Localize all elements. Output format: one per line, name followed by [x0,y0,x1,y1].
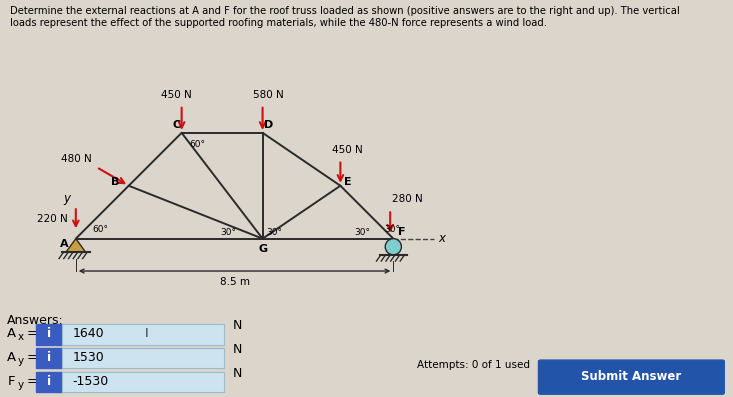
Text: 60°: 60° [189,139,205,148]
Text: B: B [111,177,119,187]
Text: N: N [232,343,242,356]
Text: A: A [7,351,16,364]
Text: =: = [27,327,38,340]
Text: 1530: 1530 [73,351,104,364]
FancyBboxPatch shape [36,324,62,345]
Text: G: G [258,244,267,254]
Text: 8.5 m: 8.5 m [220,277,249,287]
Text: 480 N: 480 N [61,154,92,164]
Text: i: i [47,375,51,388]
FancyBboxPatch shape [62,348,224,368]
Text: F: F [7,375,15,387]
Text: 60°: 60° [92,225,108,234]
Text: A: A [7,327,16,340]
Text: =: = [27,351,38,364]
Polygon shape [66,239,86,252]
FancyBboxPatch shape [36,372,62,392]
Text: I: I [145,328,149,340]
Text: 1640: 1640 [73,328,104,340]
Text: N: N [232,319,242,332]
Text: 580 N: 580 N [254,90,284,100]
Text: 30°: 30° [266,228,282,237]
Text: 450 N: 450 N [333,145,364,154]
Text: Determine the external reactions at A and F for the roof truss loaded as shown (: Determine the external reactions at A an… [10,6,679,16]
FancyBboxPatch shape [62,372,224,392]
Text: 30°: 30° [355,228,371,237]
Text: x: x [438,232,445,245]
FancyBboxPatch shape [62,324,224,345]
Text: Submit Answer: Submit Answer [581,370,682,383]
Text: 280 N: 280 N [392,195,423,204]
Circle shape [386,239,402,255]
Text: Answers:: Answers: [7,314,64,327]
Text: F: F [398,227,406,237]
Text: A: A [60,239,69,249]
Text: D: D [264,120,273,130]
Text: y: y [64,192,70,205]
Text: i: i [47,351,51,364]
Text: =: = [27,375,38,387]
Text: N: N [232,367,242,380]
Text: Attempts: 0 of 1 used: Attempts: 0 of 1 used [417,360,530,370]
FancyBboxPatch shape [539,360,724,394]
Text: C: C [172,120,181,130]
Text: y: y [18,380,24,390]
Text: 30°: 30° [385,225,401,234]
Text: 30°: 30° [220,228,236,237]
Text: x: x [18,332,24,343]
Text: 450 N: 450 N [161,90,192,100]
FancyBboxPatch shape [36,348,62,368]
Text: 220 N: 220 N [37,214,67,224]
Text: E: E [344,177,352,187]
Text: i: i [47,328,51,340]
Text: y: y [18,356,24,366]
Text: loads represent the effect of the supported roofing materials, while the 480-N f: loads represent the effect of the suppor… [10,18,547,28]
Text: -1530: -1530 [73,375,109,388]
